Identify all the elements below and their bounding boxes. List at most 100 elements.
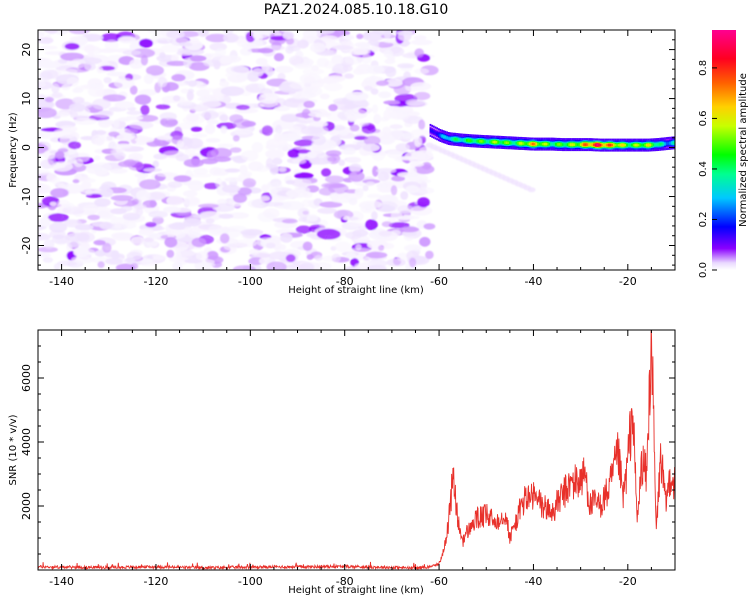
tone-cell <box>617 143 620 147</box>
speckle-blob <box>295 225 312 234</box>
speckle-blob <box>261 125 273 136</box>
speckle-blob <box>80 181 92 189</box>
speckle-blob <box>73 158 84 168</box>
speckle-blob <box>183 57 192 68</box>
speckle-blob <box>343 147 356 155</box>
tone-cell <box>621 143 623 147</box>
speckle-blob <box>344 108 368 120</box>
speckle-blob <box>385 66 397 78</box>
speckle-blob <box>316 228 341 240</box>
speckle-blob <box>326 73 346 83</box>
tone-cell <box>472 139 475 143</box>
speckle-blob <box>50 188 69 198</box>
y-tick-label: 20 <box>20 43 33 57</box>
speckle-blob <box>233 118 252 129</box>
speckle-blob <box>145 191 167 201</box>
speckle-blob <box>102 242 112 253</box>
speckle-blob <box>101 61 110 68</box>
snr-plot-area <box>38 330 675 570</box>
speckle-blob <box>75 85 94 90</box>
speckle-blob <box>38 233 51 241</box>
speckle-blob <box>40 133 55 140</box>
tone-cell <box>522 142 524 145</box>
speckle-blob <box>125 115 144 121</box>
speckle-blob <box>277 72 286 81</box>
speckle-blob <box>136 114 159 122</box>
speckle-blob <box>361 124 376 134</box>
speckle-blob <box>328 104 338 112</box>
speckle-blob <box>223 243 237 251</box>
tone-cell <box>632 143 635 147</box>
speckle-blob <box>362 143 381 152</box>
tone-cell <box>482 140 485 143</box>
tone-cell <box>611 143 614 147</box>
tone-cell <box>614 143 617 147</box>
speckle-blob <box>389 109 409 119</box>
speckle-blob <box>309 158 332 165</box>
speckle-blob <box>297 207 310 219</box>
tone-cell <box>669 142 671 145</box>
speckle-blob <box>41 101 55 109</box>
speckle-blob <box>291 178 312 188</box>
tone-cell <box>480 140 483 143</box>
speckle-blob <box>206 250 219 260</box>
speckle-blob <box>71 255 95 264</box>
speckle-blob <box>92 162 112 173</box>
speckle-blob <box>206 119 220 125</box>
speckle-blob <box>389 46 405 57</box>
colorbar-label: Normalized spectral amplitude <box>738 73 749 227</box>
speckle-blob <box>204 123 216 135</box>
speckle-blob <box>113 143 121 150</box>
tone-cell <box>551 142 554 146</box>
tone-cell <box>439 134 442 137</box>
speckle-blob <box>397 63 415 69</box>
speckle-blob <box>39 45 58 50</box>
speckle-blob <box>126 110 142 116</box>
speckle-blob <box>306 214 319 222</box>
speckle-blob <box>42 257 54 263</box>
tone-cell <box>525 142 528 145</box>
speckle-blob <box>53 263 61 270</box>
speckle-blob <box>278 167 287 172</box>
speckle-blob <box>252 68 264 77</box>
tone-cell <box>593 143 595 147</box>
speckle-blob <box>61 84 71 91</box>
speckle-blob <box>266 261 287 270</box>
speckle-blob <box>285 254 296 263</box>
colorbar-gradient <box>712 30 736 270</box>
speckle-blob <box>383 49 394 58</box>
speckle-blob <box>157 77 168 88</box>
speckle-blob <box>354 42 371 48</box>
spectrogram-frame <box>37 29 676 271</box>
speckle-blob <box>217 198 228 205</box>
speckle-blob <box>48 213 69 222</box>
speckle-blob <box>263 208 280 219</box>
speckle-blob <box>156 135 173 141</box>
speckle-blob <box>147 233 163 239</box>
speckle-blob <box>266 182 283 192</box>
speckle-blob <box>382 126 392 137</box>
tone-cell <box>586 143 589 146</box>
speckle-blob <box>91 222 108 227</box>
speckle-blob <box>303 100 315 108</box>
speckle-blob <box>72 179 80 184</box>
snr-x-label: Height of straight line (km) <box>288 585 424 596</box>
speckle-blob <box>397 172 416 178</box>
speckle-blob <box>51 83 60 94</box>
tone-cell <box>492 140 495 144</box>
speckle-blob <box>199 211 223 221</box>
x-tick-label: -140 <box>49 575 74 588</box>
tone-cell <box>456 138 458 141</box>
speckle-blob <box>114 101 135 109</box>
tone-cell <box>528 142 531 146</box>
y-tick-label: 2000 <box>20 492 33 520</box>
speckle-blob <box>134 136 155 143</box>
speckle-blob <box>145 222 157 228</box>
speckle-blob <box>319 93 330 100</box>
speckle-blob <box>397 30 412 42</box>
speckle-blob <box>38 81 46 88</box>
speckle-blob <box>51 161 73 172</box>
tone-cell <box>579 143 582 146</box>
tone-cell <box>550 142 552 146</box>
